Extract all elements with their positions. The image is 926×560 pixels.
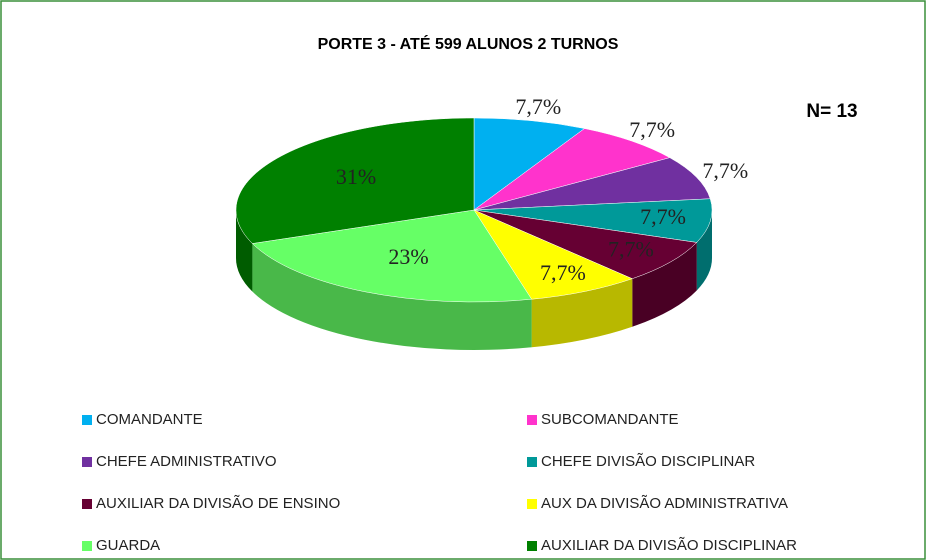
legend-label: SUBCOMANDANTE xyxy=(541,411,679,428)
slice-side xyxy=(632,242,697,327)
legend-swatch xyxy=(527,457,537,467)
slice-side-shade xyxy=(696,210,712,291)
slice-side-shade xyxy=(252,243,532,350)
legend-swatch xyxy=(82,415,92,425)
data-label: 7,7% xyxy=(608,237,654,262)
data-label: 7,7% xyxy=(640,204,686,229)
legend-label: AUXILIAR DA DIVISÃO DISCIPLINAR xyxy=(541,537,797,554)
legend-swatch xyxy=(82,457,92,467)
data-label: 7,7% xyxy=(540,260,586,285)
slice-side xyxy=(531,278,633,348)
legend-label: GUARDA xyxy=(96,537,160,554)
legend-swatch xyxy=(82,499,92,509)
legend-swatch xyxy=(527,499,537,509)
slice-side xyxy=(696,210,712,291)
legend-label: AUX DA DIVISÃO ADMINISTRATIVA xyxy=(541,495,788,512)
slice xyxy=(473,209,698,279)
data-label: 7,7% xyxy=(702,158,748,183)
legend-swatch xyxy=(527,415,537,425)
slice-side-shade xyxy=(632,242,697,327)
data-label: 23% xyxy=(388,244,428,269)
legend-label: COMANDANTE xyxy=(96,411,203,428)
slice-side xyxy=(252,243,532,350)
data-label: 7,7% xyxy=(515,94,561,119)
slice xyxy=(473,128,671,211)
legend-swatch xyxy=(527,541,537,551)
slice-side-shade xyxy=(236,210,253,292)
data-label: 31% xyxy=(336,164,376,189)
slice xyxy=(473,157,711,211)
legend-label: CHEFE DIVISÃO DISCIPLINAR xyxy=(541,453,755,470)
slice xyxy=(235,117,475,244)
slice-side xyxy=(236,210,253,292)
slice-side-shade xyxy=(531,278,633,348)
legend-swatch xyxy=(82,541,92,551)
chart-title: PORTE 3 - ATÉ 599 ALUNOS 2 TURNOS xyxy=(318,34,619,53)
slice xyxy=(473,117,586,211)
slice xyxy=(473,209,633,300)
annotation: N= 13 xyxy=(806,101,857,122)
legend-label: CHEFE ADMINISTRATIVO xyxy=(96,453,277,470)
slice xyxy=(473,198,713,243)
legend-label: AUXILIAR DA DIVISÃO DE ENSINO xyxy=(96,495,340,512)
data-label: 7,7% xyxy=(629,117,675,142)
